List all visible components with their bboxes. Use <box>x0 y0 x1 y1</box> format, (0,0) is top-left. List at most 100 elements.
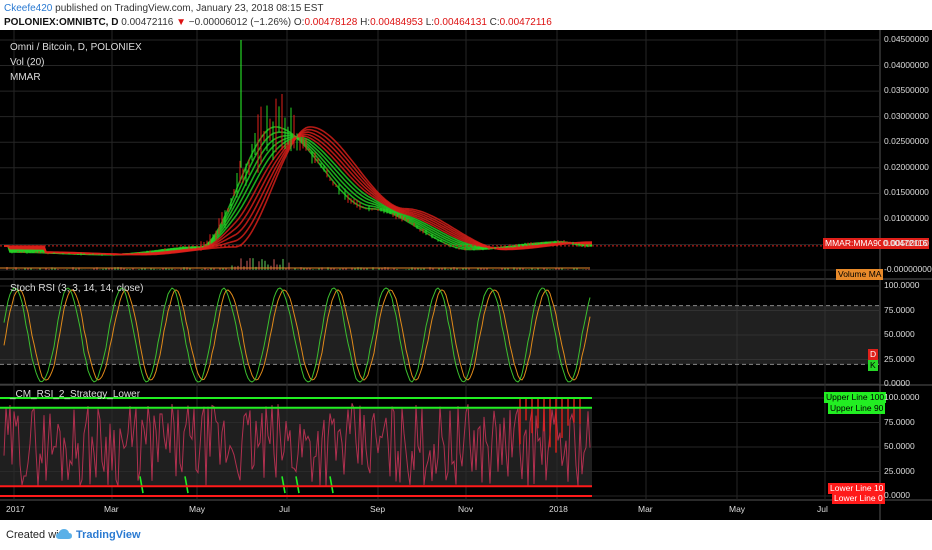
mma-line <box>4 134 592 256</box>
rsi-tick-label: 75.0000 <box>884 416 915 427</box>
upper-line-90-tag: Upper Line 90 <box>828 403 886 414</box>
volume-bar <box>432 267 434 270</box>
volume-bar <box>303 268 305 270</box>
time-tick-label: 2017 <box>6 504 25 514</box>
volume-bar <box>447 269 449 270</box>
volume-bar <box>252 258 254 270</box>
stoch-tick-label: 25.0000 <box>884 353 915 364</box>
volume-bar <box>189 267 191 270</box>
rsi-tick-label: 0.0000 <box>884 490 910 500</box>
volume-bar <box>354 267 356 270</box>
volume-bar <box>366 268 368 270</box>
volume-bar <box>99 269 101 270</box>
volume-bar <box>108 267 110 270</box>
price-tick-label: 0.04500000 <box>884 34 929 44</box>
mma-line <box>4 136 592 256</box>
volume-bar <box>30 268 32 270</box>
time-tick-label: Mar <box>104 504 119 514</box>
chart-svg[interactable] <box>0 30 932 520</box>
author-link[interactable]: Ckeefe420 <box>4 3 53 14</box>
down-arrow-icon: ▼ <box>176 17 187 28</box>
chart-canvas[interactable]: Omni / Bitcoin, D, POLONIEX Vol (20) MMA… <box>0 30 932 520</box>
volume-bar <box>309 268 311 270</box>
volume-bar <box>342 268 344 270</box>
volume-bar <box>411 267 413 270</box>
volume-bar <box>390 269 392 270</box>
mma-line <box>4 128 592 256</box>
volume-bar <box>360 267 362 270</box>
high-value: 0.00484953 <box>370 17 423 28</box>
volume-bar <box>492 269 494 270</box>
upper-line-100-tag: Upper Line 100 <box>824 392 887 403</box>
price-tick-label: 0.01000000 <box>884 212 929 223</box>
volume-bar <box>117 267 119 270</box>
volume-bar <box>114 267 116 270</box>
last-price: 0.00472116 <box>121 17 174 28</box>
volume-bar <box>183 267 185 270</box>
main-pane-title: Omni / Bitcoin, D, POLONIEX <box>10 42 142 53</box>
volume-bar <box>327 267 329 270</box>
high-label: H: <box>360 17 371 28</box>
mma-line <box>4 126 593 256</box>
volume-bar <box>465 268 467 270</box>
volume-bar <box>276 264 278 270</box>
low-value: 0.00464131 <box>434 17 487 28</box>
volume-bar <box>24 267 26 270</box>
volume-bar <box>171 268 173 270</box>
stoch-tick-label: 0.0000 <box>884 378 910 388</box>
stoch-pane-title[interactable]: Stoch RSI (3, 3, 14, 14, close) <box>10 283 144 294</box>
volume-bar <box>75 268 77 270</box>
volume-bar <box>207 269 209 270</box>
ohlc-line: POLONIEX:OMNIBTC, D 0.00472116 ▼ −0.0000… <box>4 16 552 29</box>
rsi-oversold-mark <box>329 476 334 494</box>
volume-bar <box>408 268 410 270</box>
time-tick-label: Jul <box>817 504 828 514</box>
volume-bar <box>264 260 266 270</box>
volume-bar <box>72 267 74 270</box>
price-tick-label: -0.00000000 <box>884 264 932 274</box>
volume-bar <box>51 267 53 270</box>
mmar-indicator-label[interactable]: MMAR <box>10 72 41 83</box>
volume-bar <box>282 258 284 270</box>
volume-bar <box>438 267 440 270</box>
volume-bar <box>351 267 353 270</box>
volume-indicator-label[interactable]: Vol (20) <box>10 57 45 68</box>
volume-bar <box>153 268 155 270</box>
volume-bar <box>387 267 389 270</box>
volume-bar <box>27 267 29 270</box>
volume-bar <box>561 267 563 270</box>
volume-bar <box>15 267 17 270</box>
low-label: L: <box>425 17 435 28</box>
chart-header: Ckeefe420 published on TradingView.com, … <box>4 0 928 30</box>
volume-bar <box>141 267 143 270</box>
volume-bar <box>219 268 221 270</box>
tradingview-cloud-icon <box>56 529 72 539</box>
volume-bar <box>300 267 302 270</box>
volume-bar <box>210 268 212 270</box>
volume-bar <box>312 269 314 270</box>
volume-bar <box>486 268 488 270</box>
volume-bar <box>102 268 104 270</box>
volume-bar <box>18 269 20 270</box>
rsi-oversold-mark <box>295 476 300 494</box>
volume-ma-tag: Volume MA <box>836 269 884 280</box>
volume-bar <box>537 268 539 270</box>
volume-bar <box>420 268 422 270</box>
mma-line <box>4 136 592 256</box>
volume-bar <box>450 267 452 270</box>
volume-bar <box>294 268 296 270</box>
volume-bar <box>306 268 308 270</box>
rsi-pane-title[interactable]: _CM_RSI_2_Strategy_Lower <box>10 389 141 400</box>
rsi-tick-label: 50.0000 <box>884 441 915 451</box>
rsi-oversold-mark <box>139 476 144 494</box>
volume-bar <box>531 267 533 270</box>
created-with-text: Created with <box>6 529 68 541</box>
lower-line-10-tag: Lower Line 10 <box>828 483 886 494</box>
volume-bar <box>192 269 194 270</box>
volume-bar <box>39 267 41 270</box>
price-tag: 0.00472116 <box>881 238 930 249</box>
volume-bar <box>213 268 215 270</box>
volume-bar <box>129 268 131 270</box>
volume-bar <box>273 259 275 270</box>
tradingview-brand[interactable]: TradingView <box>76 529 141 541</box>
